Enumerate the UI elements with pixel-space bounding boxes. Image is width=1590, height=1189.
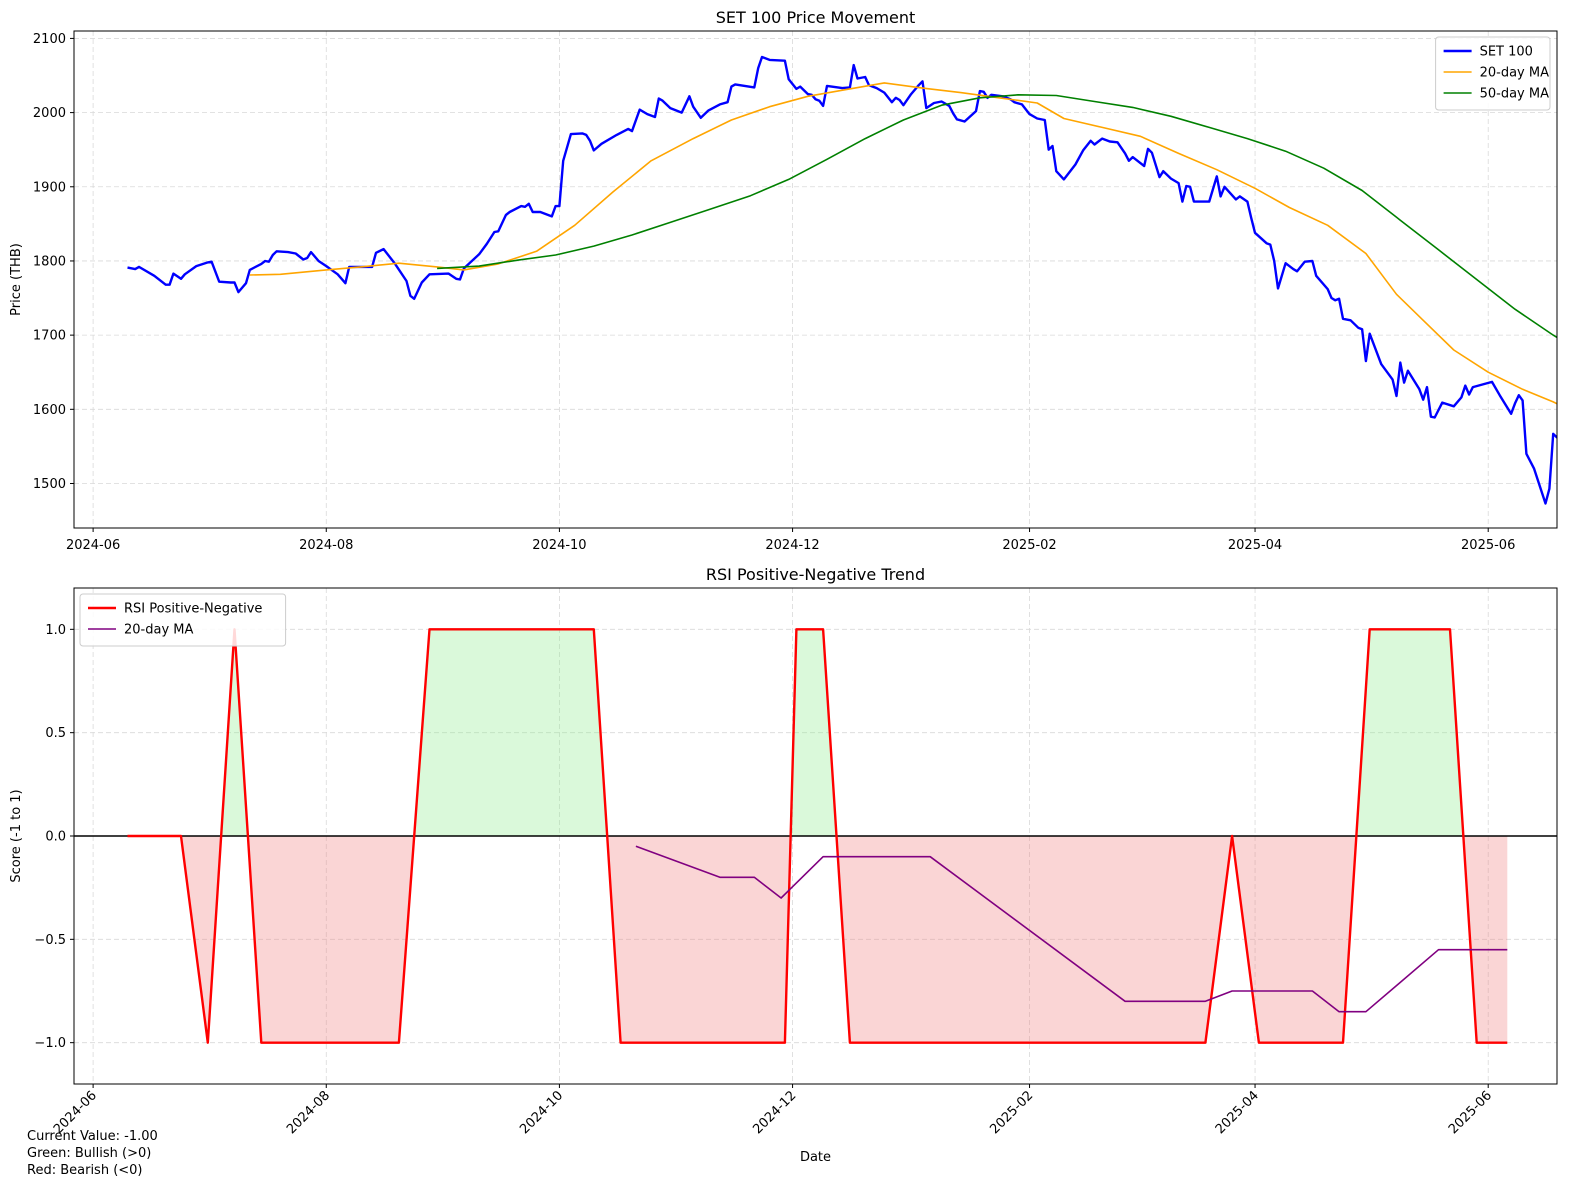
y-tick-label: 1700 — [33, 329, 66, 344]
series-line-2-2 — [635, 845, 1508, 1013]
bearish-legend-note: Red: Bearish (<0) — [27, 1163, 143, 1178]
x-tick-label: 2024-12 — [750, 1088, 799, 1137]
chart-panel-2: 2024-06 2024-08 2024-10 2024-12 2025-02 2025-… — [9, 565, 1558, 1165]
chart-title: RSI Positive-Negative Trend — [706, 565, 925, 584]
y-tick-label: 2100 — [33, 32, 66, 47]
legend: SET 100 20-day MA 50-day MA — [1435, 36, 1551, 111]
y-tick-label: 1800 — [33, 254, 66, 269]
y-tick-label: 1600 — [33, 403, 66, 418]
x-tick-label: 2024-10 — [532, 538, 586, 553]
legend: RSI Positive-Negative 20-day MA — [79, 593, 287, 647]
y-tick-label: −0.5 — [34, 933, 66, 948]
legend-label: 50-day MA — [1480, 87, 1549, 102]
x-tick-label: 2025-04 — [1213, 1088, 1262, 1137]
legend-box — [79, 593, 287, 647]
y-tick-label: 1500 — [33, 477, 66, 492]
bullish-legend-note: Green: Bullish (>0) — [27, 1146, 152, 1161]
y-axis-label: Price (THB) — [9, 243, 24, 316]
x-tick-label: 2025-06 — [1461, 538, 1515, 553]
x-tick-label: 2024-08 — [299, 538, 353, 553]
bullish-fill-area — [221, 629, 1464, 836]
legend-label: 20-day MA — [1480, 66, 1549, 81]
chart-title: SET 100 Price Movement — [716, 8, 916, 27]
plot-frame — [73, 30, 1558, 529]
x-tick-label: 2025-02 — [987, 1088, 1036, 1137]
y-tick-label: 1900 — [33, 180, 66, 195]
x-axis-label: Date — [800, 1150, 831, 1165]
legend-label: 20-day MA — [124, 623, 193, 638]
legend-label: SET 100 — [1480, 45, 1533, 60]
series-line-2-1 — [127, 628, 1508, 1044]
y-tick-label: 2000 — [33, 106, 66, 121]
legend-label: RSI Positive-Negative — [124, 602, 262, 617]
x-tick-label: 2024-12 — [765, 538, 819, 553]
series-line-1-2 — [249, 82, 1557, 405]
series-line-1-3 — [437, 94, 1557, 339]
legend-box — [1435, 36, 1551, 111]
x-tick-label: 2025-04 — [1228, 538, 1282, 553]
y-axis-label: Score (-1 to 1) — [9, 789, 24, 882]
y-tick-label: −1.0 — [34, 1036, 66, 1051]
y-tick-label: 0.5 — [45, 726, 66, 741]
x-tick-label: 2024-08 — [284, 1088, 333, 1137]
x-tick-label: 2025-06 — [1446, 1088, 1495, 1137]
chart-panel-1: 2024-06 2024-08 2024-10 2024-12 2025-02 2025-… — [9, 8, 1558, 553]
y-tick-label: 0.0 — [45, 830, 66, 845]
series-line-1-1 — [127, 55, 1557, 505]
y-tick-label: 1.0 — [45, 623, 66, 638]
x-tick-label: 2025-02 — [1002, 538, 1056, 553]
x-tick-label: 2024-06 — [66, 538, 120, 553]
x-tick-label: 2024-10 — [517, 1088, 566, 1137]
current-value-note: Current Value: -1.00 — [27, 1129, 158, 1144]
